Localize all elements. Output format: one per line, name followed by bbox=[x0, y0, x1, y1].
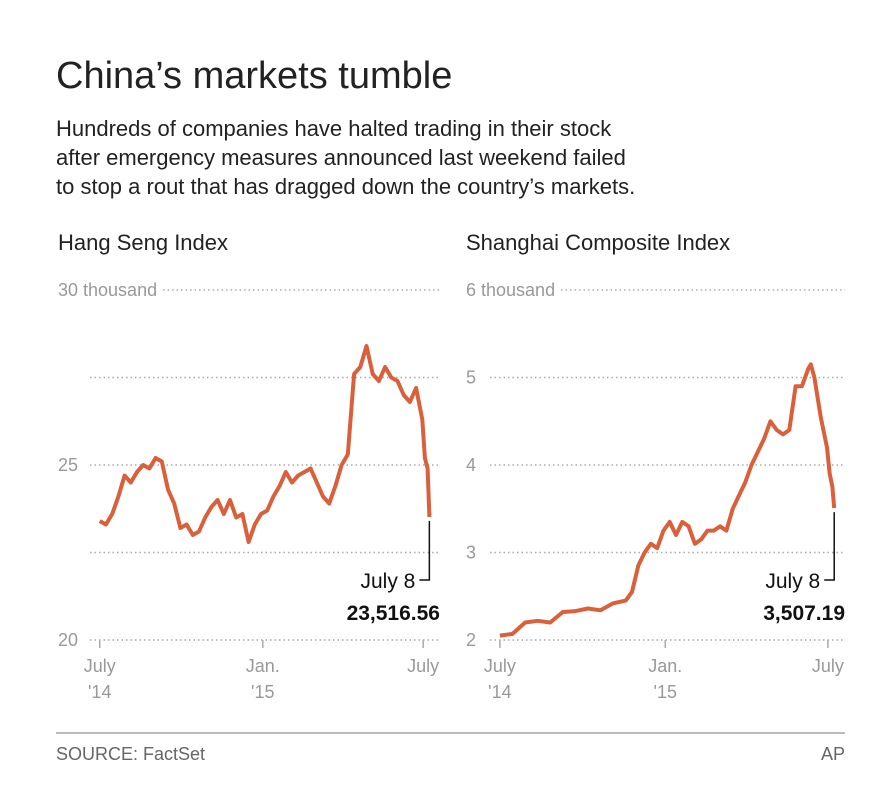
x-tick-year: '15 bbox=[251, 682, 274, 702]
y-tick-label: 3 bbox=[466, 543, 476, 563]
x-tick-year: '14 bbox=[88, 682, 111, 702]
annotation-date: July 8 bbox=[361, 570, 416, 593]
y-tick-label: 6 thousand bbox=[466, 280, 555, 300]
y-tick-label: 20 bbox=[58, 630, 78, 650]
subtitle-line: to stop a rout that has dragged down the… bbox=[56, 174, 635, 199]
x-tick-year: '15 bbox=[654, 682, 677, 702]
x-tick-label: July bbox=[84, 656, 116, 676]
credit: AP bbox=[821, 744, 845, 764]
x-tick-label: Jan. bbox=[648, 656, 682, 676]
y-tick-label: 5 bbox=[466, 368, 476, 388]
annotation-leader bbox=[419, 520, 431, 581]
title: China’s markets tumble bbox=[56, 55, 452, 97]
x-tick-label: July bbox=[407, 656, 439, 676]
annotation-date: July 8 bbox=[765, 570, 820, 593]
source: SOURCE: FactSet bbox=[56, 744, 205, 764]
x-tick-label: July bbox=[812, 656, 844, 676]
annotation-value: 23,516.56 bbox=[347, 602, 440, 625]
y-tick-label: 2 bbox=[466, 630, 476, 650]
subtitle-line: Hundreds of companies have halted tradin… bbox=[56, 116, 612, 141]
annotation-leader bbox=[824, 512, 835, 581]
annotation-value: 3,507.19 bbox=[763, 602, 845, 625]
price-line bbox=[499, 362, 837, 638]
x-tick-label: July bbox=[484, 656, 516, 676]
price-line bbox=[98, 344, 432, 544]
y-tick-label: 25 bbox=[58, 455, 78, 475]
subtitle-line: after emergency measures announced last … bbox=[56, 145, 626, 170]
chart-title: Hang Seng Index bbox=[58, 230, 228, 255]
x-tick-year: '14 bbox=[488, 682, 511, 702]
chart-title: Shanghai Composite Index bbox=[466, 230, 730, 255]
x-tick-label: Jan. bbox=[246, 656, 280, 676]
y-tick-label: 4 bbox=[466, 455, 476, 475]
y-tick-label: 30 thousand bbox=[58, 280, 157, 300]
